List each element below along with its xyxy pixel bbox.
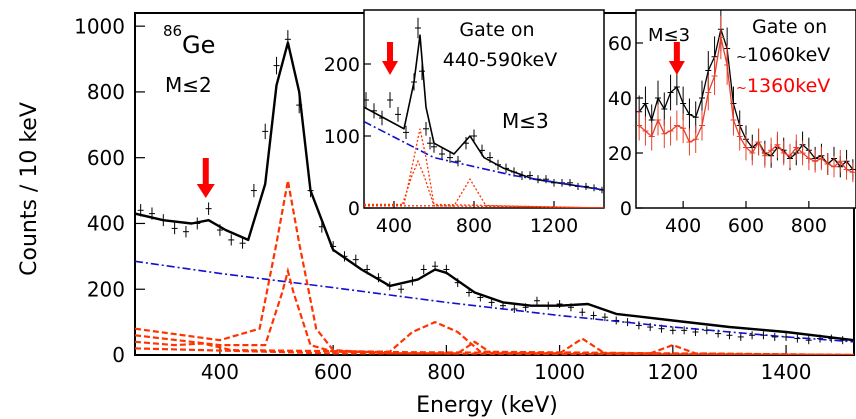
- y-tick-label: 0: [112, 343, 125, 367]
- y-tick-label: 400: [87, 212, 125, 236]
- main-plot-marks: [135, 30, 854, 355]
- y-tick-label: 40: [608, 88, 632, 110]
- inset-1-multiplicity-label: M≤3: [502, 109, 549, 133]
- x-tick-label: 800: [791, 215, 827, 237]
- x-tick-label: 400: [376, 215, 412, 237]
- inset-2-gate-red-value: 1360keV: [747, 75, 830, 97]
- inset-1-ticks: 400 800 1200 0 100 200: [324, 54, 578, 237]
- x-tick-label: 1400: [761, 360, 812, 384]
- inset-2-gate-black-tilde: ~: [736, 50, 747, 65]
- total-fit-curve: [135, 41, 854, 342]
- x-axis-label: Energy (keV): [416, 393, 558, 418]
- inset-2-gate-black: ~1060keV: [736, 44, 830, 66]
- peak-component-curve: [364, 128, 604, 208]
- peak-component-curve: [135, 266, 854, 355]
- y-axis-label: Counts / 10 keV: [17, 102, 42, 276]
- peak-component-curve: [135, 320, 854, 355]
- inset-2-gate-black-value: 1060keV: [747, 44, 830, 66]
- x-tick-label: 600: [314, 360, 352, 384]
- y-tick-label: 0: [348, 198, 360, 220]
- inset-1-plot-marks: [364, 17, 604, 208]
- arrow-shaft: [387, 42, 393, 63]
- inset-1-frame: [363, 9, 605, 209]
- y-tick-label: 1000: [74, 14, 125, 38]
- isotope-mass-number: 86: [163, 22, 182, 40]
- total-fit-curve: [364, 34, 604, 191]
- inset-1-gate-title: Gate on: [459, 19, 534, 41]
- background-curve: [135, 260, 854, 343]
- arrow-head: [196, 184, 215, 198]
- x-tick-label: 800: [427, 360, 465, 384]
- inset-1-red-arrow: [382, 42, 398, 75]
- inset-2-plot-marks: [636, 10, 856, 183]
- x-tick-label: 600: [728, 215, 764, 237]
- inset-panel-2: 400 600 800 0 20 40 60 M≤3 Gate on ~1060keV ~1…: [608, 9, 856, 237]
- y-tick-label: 0: [620, 198, 632, 220]
- arrow-shaft: [202, 158, 209, 186]
- isotope-symbol: Ge: [182, 31, 215, 59]
- x-tick-label: 400: [665, 215, 701, 237]
- inset-panel-1: 400 800 1200 0 100 200 Gate on 440-590keV M≤3: [324, 9, 605, 237]
- y-tick-label: 200: [87, 277, 125, 301]
- background-curve: [364, 120, 604, 191]
- peak-component-curve: [364, 177, 604, 208]
- arrow-head: [382, 61, 398, 75]
- x-tick-label: 1200: [647, 360, 698, 384]
- inset-2-gate-title: Gate on: [752, 16, 827, 38]
- y-tick-label: 200: [324, 54, 360, 76]
- inset-2-ticks: 400 600 800 0 20 40 60: [608, 33, 827, 237]
- inset-1-gate-range: 440-590keV: [443, 49, 557, 71]
- inset-1-background: [364, 10, 604, 208]
- arrow-head: [668, 61, 685, 75]
- peak-component-curve: [135, 337, 854, 355]
- x-tick-label: 1000: [534, 360, 585, 384]
- inset-2-gate-red: ~1360keV: [736, 75, 830, 97]
- y-tick-label: 100: [324, 126, 360, 148]
- inset-2-red-arrow: [668, 42, 685, 75]
- arrow-shaft: [673, 42, 680, 63]
- x-tick-label: 1200: [530, 215, 578, 237]
- main-multiplicity-label: M≤2: [165, 73, 212, 97]
- y-tick-label: 60: [608, 33, 632, 55]
- x-tick-label: 400: [201, 360, 239, 384]
- main-red-arrow: [196, 158, 215, 198]
- y-tick-label: 20: [608, 143, 632, 165]
- inset-2-multiplicity-label: M≤3: [648, 25, 690, 46]
- inset-2-gate-red-tilde: ~: [736, 81, 747, 96]
- y-tick-label: 600: [87, 146, 125, 170]
- peak-component-curve: [135, 180, 854, 355]
- y-tick-label: 800: [87, 80, 125, 104]
- x-tick-label: 800: [456, 215, 492, 237]
- inset-2-background: [636, 10, 856, 208]
